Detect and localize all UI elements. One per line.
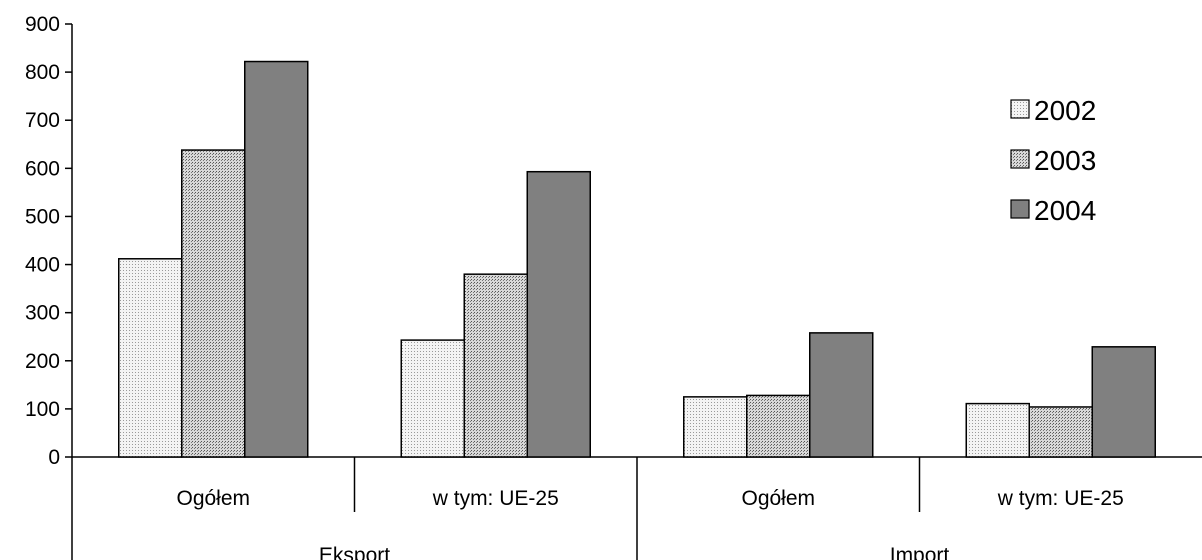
legend-swatch	[1010, 199, 1030, 219]
x-category-label: w tym: UE-25	[997, 487, 1124, 510]
axis-labels: 0 100 200 300 400 500 600 700 800 900 Ogółem w tym:…	[25, 13, 1124, 560]
y-tick-label: 100	[25, 398, 60, 421]
bar	[244, 60, 309, 458]
x-category-label: Ogółem	[176, 487, 250, 510]
legend-swatch	[1010, 149, 1030, 169]
bars	[118, 60, 1156, 458]
bar	[400, 339, 465, 458]
y-tick-label: 200	[25, 350, 60, 373]
y-tick-label: 700	[25, 109, 60, 132]
legend: 2002 2003 2004	[1010, 95, 1096, 226]
y-tick-label: 0	[48, 446, 60, 469]
y-tick-label: 800	[25, 61, 60, 84]
bar	[683, 396, 748, 458]
y-tick-label: 400	[25, 254, 60, 277]
legend-label: 2002	[1034, 95, 1096, 126]
x-group-label: Eksport	[319, 544, 390, 560]
bar	[181, 149, 246, 458]
bar	[746, 394, 811, 458]
x-category-label: Ogółem	[741, 487, 815, 510]
bar	[526, 170, 591, 458]
bar	[1028, 406, 1093, 458]
bar	[809, 332, 874, 458]
legend-label: 2004	[1034, 195, 1096, 226]
y-tick-label: 600	[25, 157, 60, 180]
bar	[965, 402, 1030, 458]
legend-label: 2003	[1034, 145, 1096, 176]
bar	[1091, 346, 1156, 458]
bar	[463, 273, 528, 458]
x-group-label: Import	[890, 544, 950, 560]
y-tick-label: 300	[25, 302, 60, 325]
bar	[118, 258, 183, 458]
y-tick-label: 900	[25, 13, 60, 36]
x-category-label: w tym: UE-25	[432, 487, 559, 510]
legend-swatch	[1010, 99, 1030, 119]
y-tick-label: 500	[25, 205, 60, 228]
